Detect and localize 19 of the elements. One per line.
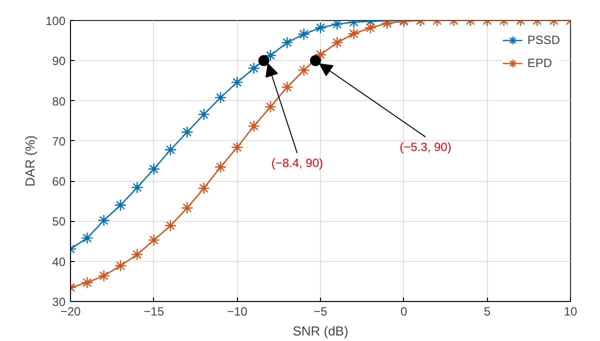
y-tick-label: 90 bbox=[52, 54, 66, 68]
x-tick-label: 5 bbox=[484, 304, 491, 318]
y-tick-label: 60 bbox=[52, 174, 66, 189]
y-tick-label: 70 bbox=[52, 134, 66, 148]
legend-label: PSSD bbox=[527, 33, 560, 47]
annotation: (−5.3, 90) bbox=[400, 140, 452, 154]
x-tick-label: 10 bbox=[564, 304, 578, 318]
x-tick-label: 0 bbox=[400, 304, 408, 318]
y-tick-label: 100 bbox=[45, 14, 66, 28]
x-tick-label: −15 bbox=[144, 304, 164, 318]
y-axis-title: DAR (%) bbox=[22, 135, 38, 187]
y-tick-label: 50 bbox=[52, 214, 66, 229]
x-tick-label: −5 bbox=[314, 304, 328, 318]
y-tick-label: 80 bbox=[52, 94, 66, 108]
x-axis-title: SNR (dB) bbox=[292, 324, 348, 338]
annotation: (−8.4, 90) bbox=[271, 156, 324, 170]
y-tick-label: 40 bbox=[52, 254, 66, 269]
legend-label: EPD bbox=[527, 56, 552, 70]
x-tick-label: −10 bbox=[226, 304, 248, 318]
